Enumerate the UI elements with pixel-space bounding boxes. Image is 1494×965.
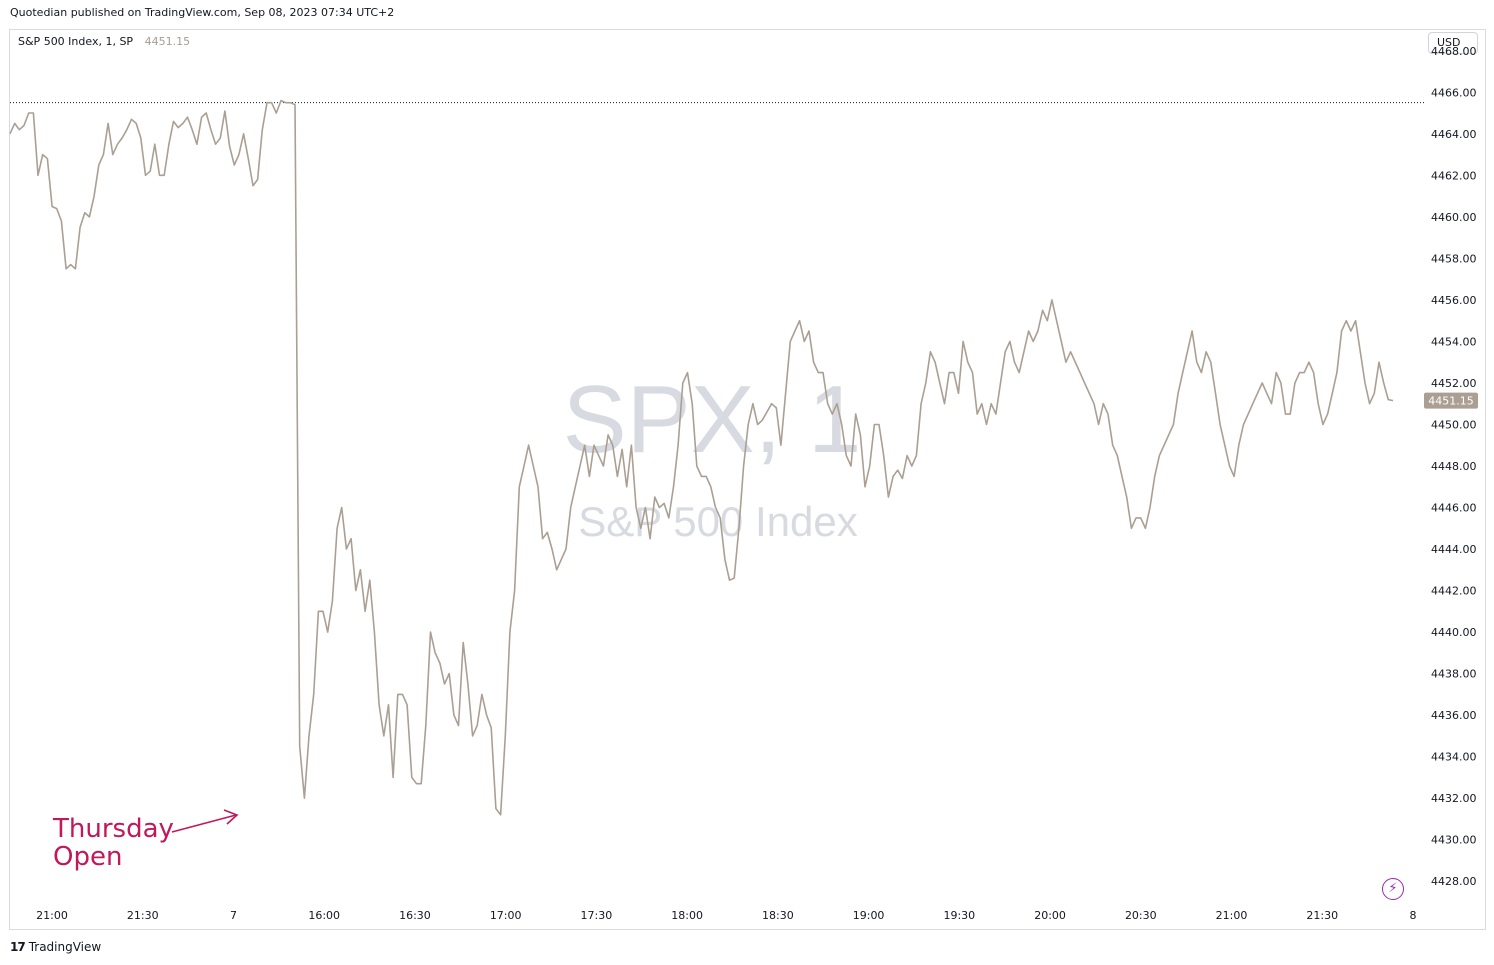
y-tick-label: 4454.00 xyxy=(1431,335,1477,348)
y-tick-label: 4460.00 xyxy=(1431,211,1477,224)
thursday-open-annotation: Thursday Open xyxy=(52,809,239,872)
y-tick-label: 4438.00 xyxy=(1431,668,1477,681)
y-tick-label: 4446.00 xyxy=(1431,502,1477,515)
y-tick-label: 4444.00 xyxy=(1431,543,1477,556)
y-tick-label: 4434.00 xyxy=(1431,751,1477,764)
x-tick-label: 16:00 xyxy=(308,909,340,922)
series-line xyxy=(9,99,1394,816)
tradingview-brand: TradingView xyxy=(28,940,102,954)
annotation-arrow-shaft xyxy=(171,814,237,833)
x-tick-label: 21:30 xyxy=(1306,909,1338,922)
annotation-line1: Thursday xyxy=(52,814,174,844)
y-tick-label: 4436.00 xyxy=(1431,709,1477,722)
y-tick-label: 4462.00 xyxy=(1431,169,1477,182)
x-tick-label: 7 xyxy=(230,909,237,922)
y-tick-label: 4452.00 xyxy=(1431,377,1477,390)
x-tick-label: 20:30 xyxy=(1125,909,1157,922)
legend-symbol: S&P 500 Index, 1, SP xyxy=(18,35,134,48)
y-tick-label: 4450.00 xyxy=(1431,418,1477,431)
x-tick-label: 20:00 xyxy=(1034,909,1066,922)
x-tick-label: 19:30 xyxy=(943,909,975,922)
x-tick-label: 8 xyxy=(1410,909,1417,922)
annotation-arrow-head xyxy=(223,809,239,825)
x-tick-label: 21:30 xyxy=(127,909,159,922)
x-axis: 21:00 21:30 7 16:00 16:30 17:00 17:30 18:00 18:3… xyxy=(36,909,1416,922)
y-tick-label: 4448.00 xyxy=(1431,460,1477,473)
y-tick-label: 4442.00 xyxy=(1431,585,1477,598)
chart-frame xyxy=(9,29,1486,930)
watermark-ticker: SPX, 1 xyxy=(563,366,862,473)
annotation-line2: Open xyxy=(53,842,122,872)
published-credit: Quotedian published on TradingView.com, … xyxy=(10,6,395,19)
x-tick-label: 16:30 xyxy=(399,909,431,922)
x-tick-label: 18:30 xyxy=(762,909,794,922)
currency-button[interactable]: USD xyxy=(1428,32,1478,54)
y-tick-label: 4430.00 xyxy=(1431,834,1477,847)
legend-last-price: 4451.15 xyxy=(144,35,191,48)
x-tick-label: 21:00 xyxy=(36,909,68,922)
x-tick-label: 17:30 xyxy=(581,909,613,922)
watermark-name: S&P 500 Index xyxy=(578,498,857,545)
y-tick-label: 4440.00 xyxy=(1431,626,1477,639)
x-tick-label: 17:00 xyxy=(490,909,522,922)
y-tick-label: 4456.00 xyxy=(1431,294,1477,307)
watermark: SPX, 1 S&P 500 Index xyxy=(563,366,862,545)
lightning-icon[interactable]: ⚡ xyxy=(1382,878,1404,900)
symbol-legend[interactable]: S&P 500 Index, 1, SP 4451.15 xyxy=(18,35,190,48)
last-price-tag: 4451.15 xyxy=(1424,392,1478,409)
tradingview-footer[interactable]: 17 TradingView xyxy=(10,940,101,954)
last-price-label: 4451.15 xyxy=(1428,395,1474,408)
y-tick-label: 4464.00 xyxy=(1431,128,1477,141)
tradingview-logo-icon: 17 xyxy=(10,940,26,954)
y-tick-label: 4468.00 xyxy=(1431,45,1477,58)
y-tick-label: 4428.00 xyxy=(1431,875,1477,888)
x-tick-label: 19:00 xyxy=(853,909,885,922)
x-tick-label: 18:00 xyxy=(671,909,703,922)
x-tick-label: 21:00 xyxy=(1216,909,1248,922)
y-tick-label: 4432.00 xyxy=(1431,792,1477,805)
y-tick-label: 4458.00 xyxy=(1431,252,1477,265)
y-axis: 4428.00 4430.00 4432.00 4434.00 4436.00 4438.… xyxy=(1431,45,1477,888)
y-tick-label: 4466.00 xyxy=(1431,86,1477,99)
